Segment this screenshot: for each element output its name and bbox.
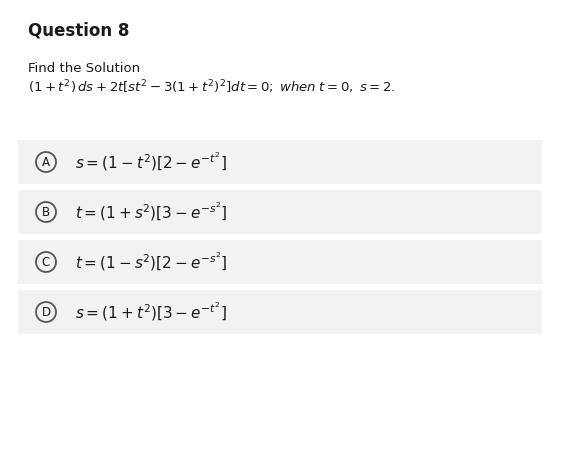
FancyBboxPatch shape	[18, 240, 542, 284]
Text: $s = (1 + t^2)[3 - e^{-t^2}]$: $s = (1 + t^2)[3 - e^{-t^2}]$	[75, 301, 227, 323]
FancyBboxPatch shape	[18, 290, 542, 334]
FancyBboxPatch shape	[18, 190, 542, 234]
Text: $(1+t^2)\,ds + 2t[st^2-3(1+t^2)^2]dt = 0;\; \mathit{when}\; t = 0,\; s = 2.$: $(1+t^2)\,ds + 2t[st^2-3(1+t^2)^2]dt = 0…	[28, 78, 396, 96]
Text: Find the Solution: Find the Solution	[28, 62, 140, 75]
Text: $t = (1 - s^2)[2 - e^{-s^2}]$: $t = (1 - s^2)[2 - e^{-s^2}]$	[75, 251, 228, 273]
Text: Question 8: Question 8	[28, 22, 130, 40]
Text: $s = (1 - t^2)[2 - e^{-t^2}]$: $s = (1 - t^2)[2 - e^{-t^2}]$	[75, 151, 227, 173]
FancyBboxPatch shape	[18, 140, 542, 184]
Text: C: C	[42, 255, 50, 269]
Text: D: D	[42, 305, 50, 319]
Text: A: A	[42, 155, 50, 169]
Text: $t = (1 + s^2)[3 - e^{-s^2}]$: $t = (1 + s^2)[3 - e^{-s^2}]$	[75, 201, 228, 223]
Text: B: B	[42, 206, 50, 218]
